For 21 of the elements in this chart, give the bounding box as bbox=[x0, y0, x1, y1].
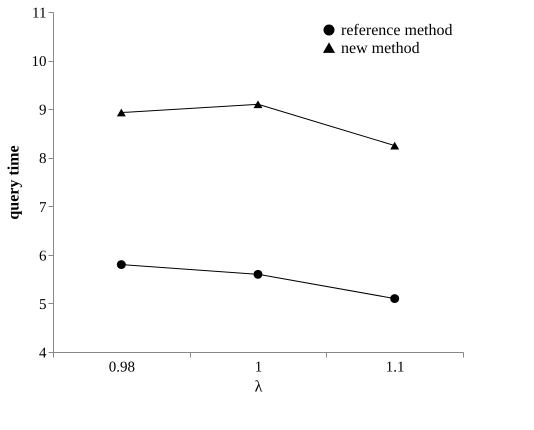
x-tick-label: 1 bbox=[254, 360, 262, 376]
y-axis-title: query time bbox=[6, 145, 22, 220]
x-tick-label: 1.1 bbox=[386, 360, 405, 376]
y-tick-label: 11 bbox=[32, 6, 46, 22]
x-tick-label: 0.98 bbox=[108, 360, 135, 376]
legend-label: new method bbox=[341, 40, 420, 57]
point bbox=[390, 142, 400, 150]
y-tick-label: 10 bbox=[32, 54, 46, 70]
point bbox=[254, 270, 262, 279]
y-tick-label: 6 bbox=[39, 248, 47, 264]
point bbox=[116, 108, 126, 116]
point bbox=[116, 260, 126, 270]
point bbox=[390, 294, 400, 304]
point bbox=[254, 100, 262, 108]
y-tick-label: 7 bbox=[39, 200, 47, 216]
y-tick-label: 4 bbox=[39, 346, 47, 362]
y-tick-label: 9 bbox=[39, 102, 46, 119]
y-tick-label: 5 bbox=[39, 296, 46, 313]
legend-label: reference method bbox=[341, 22, 452, 39]
x-axis-title: λ bbox=[254, 378, 263, 396]
y-tick-label: 8 bbox=[39, 151, 46, 168]
